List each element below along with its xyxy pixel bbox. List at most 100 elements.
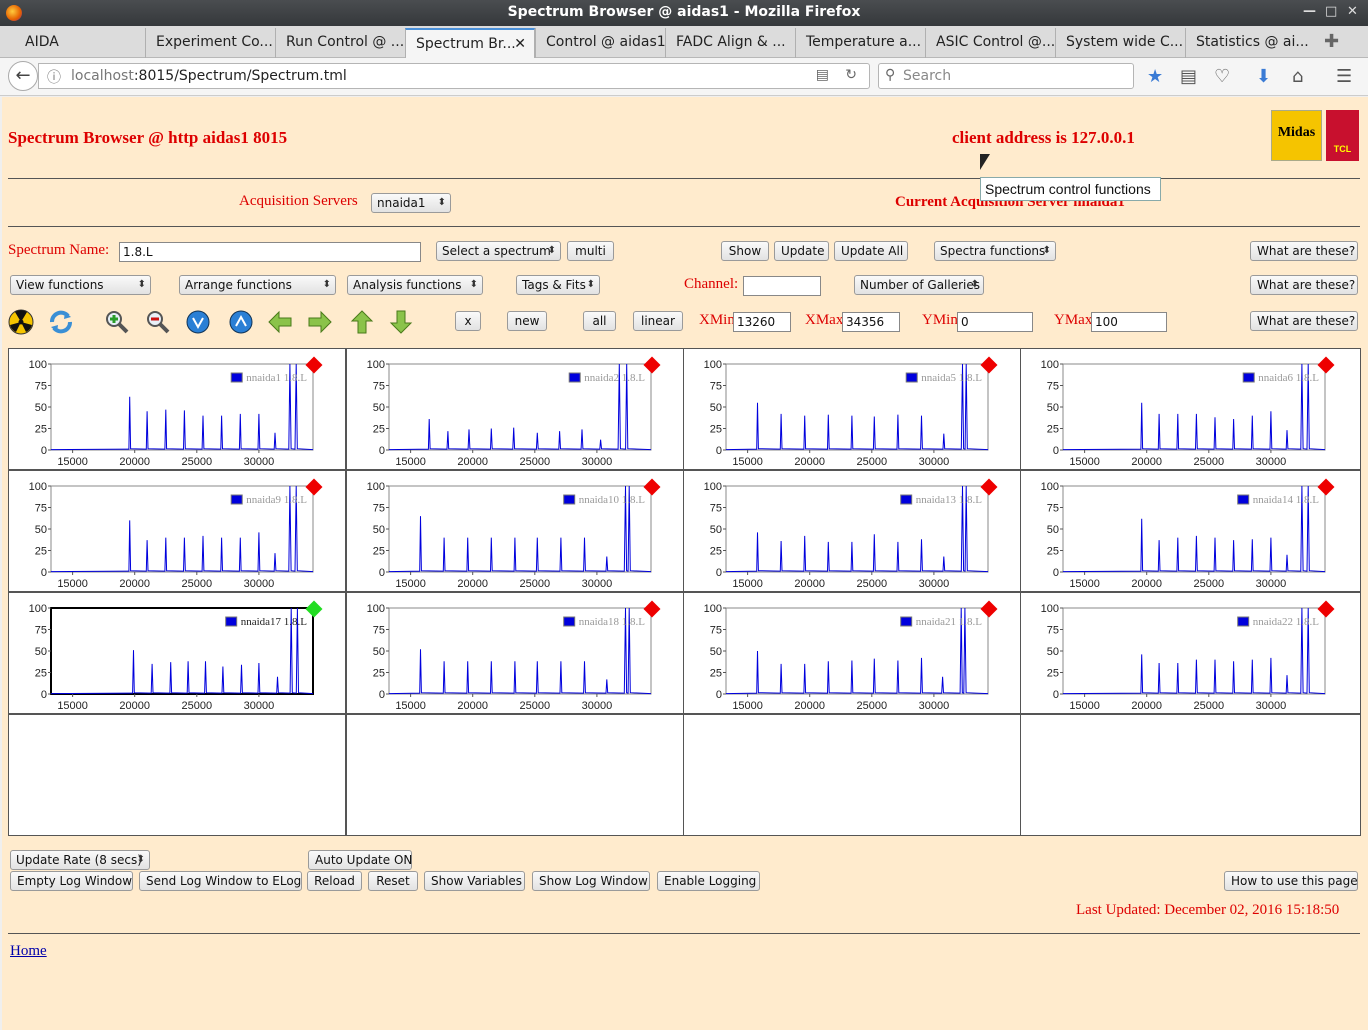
what-are-these-button-1[interactable]: What are these? <box>1250 241 1358 261</box>
ymax-input[interactable]: 100 <box>1091 312 1167 332</box>
arrange-functions-select[interactable]: Arrange functions <box>179 275 336 295</box>
spectrum-cell[interactable]: 0 25 50 75 100 15000 20000 25000 30000 nnaida17 1… <box>8 592 346 714</box>
maximize-icon[interactable]: □ <box>1325 4 1338 19</box>
arrow-right-icon[interactable] <box>307 309 333 335</box>
spectrum-cell[interactable]: 0 25 50 75 100 15000 20000 25000 30000 nnaida21 1… <box>683 592 1021 714</box>
refresh-icon[interactable] <box>48 309 74 335</box>
spectrum-chart[interactable]: 0 25 50 75 100 15000 20000 25000 30000 nnaida18 1… <box>347 593 687 715</box>
zoom-in-icon[interactable] <box>104 309 130 335</box>
x-button[interactable]: x <box>455 311 481 331</box>
send-log-elog-button[interactable]: Send Log Window to ELog <box>139 871 302 891</box>
spectrum-chart[interactable]: 0 25 50 75 100 15000 20000 25000 30000 nnaida6 1.… <box>1021 349 1361 471</box>
status-diamond-icon[interactable] <box>305 600 323 618</box>
tab-0[interactable]: AIDA <box>0 28 145 58</box>
close-window-icon[interactable]: ✕ <box>1347 4 1358 19</box>
acq-server-select[interactable]: nnaida1 <box>371 193 451 213</box>
spectrum-cell[interactable]: 0 25 50 75 100 15000 20000 25000 30000 nnaida14 1… <box>1020 470 1361 592</box>
arrow-up-icon[interactable] <box>349 309 375 335</box>
new-tab-icon[interactable]: ✚ <box>1324 31 1340 52</box>
update-button[interactable]: Update <box>774 241 829 261</box>
spectrum-chart[interactable]: 0 25 50 75 100 15000 20000 25000 30000 nnaida2 1.… <box>347 349 687 471</box>
linear-button[interactable]: linear <box>633 311 683 331</box>
how-to-use-button[interactable]: How to use this page <box>1224 871 1358 891</box>
reader-view-icon[interactable]: ▤ <box>815 67 829 83</box>
spectrum-chart[interactable]: 0 25 50 75 100 15000 20000 25000 30000 nnaida17 1… <box>9 593 349 715</box>
spectrum-cell[interactable] <box>1020 714 1361 836</box>
update-rate-select[interactable]: Update Rate (8 secs) <box>10 850 150 870</box>
arrow-left-icon[interactable] <box>267 309 293 335</box>
spectrum-chart[interactable]: 0 25 50 75 100 15000 20000 25000 30000 nnaida5 1.… <box>684 349 1024 471</box>
reload-button[interactable]: Reload <box>307 871 362 891</box>
spectrum-chart[interactable]: 0 25 50 75 100 15000 20000 25000 30000 nnaida14 1… <box>1021 471 1361 593</box>
spectrum-cell[interactable]: 0 25 50 75 100 15000 20000 25000 30000 nnaida10 1… <box>346 470 684 592</box>
select-spectrum-select[interactable]: Select a spectrum <box>436 241 561 261</box>
search-input[interactable]: ⚲ Search <box>878 63 1134 89</box>
channel-input[interactable] <box>743 276 821 296</box>
radiation-icon[interactable] <box>8 309 34 335</box>
new-button[interactable]: new <box>507 311 547 331</box>
close-tab-icon[interactable]: ✕ <box>514 36 526 52</box>
ymin-input[interactable]: 0 <box>957 312 1033 332</box>
tab-7[interactable]: ASIC Control @... <box>925 28 1055 58</box>
zoom-out-icon[interactable] <box>145 309 171 335</box>
spectrum-chart[interactable]: 0 25 50 75 100 15000 20000 25000 30000 nnaida10 1… <box>347 471 687 593</box>
tab-1[interactable]: Experiment Co... <box>145 28 275 58</box>
spectrum-cell[interactable]: 0 25 50 75 100 15000 20000 25000 30000 nnaida2 1.… <box>346 348 684 470</box>
spectrum-cell[interactable] <box>683 714 1021 836</box>
reset-button[interactable]: Reset <box>368 871 418 891</box>
auto-update-button[interactable]: Auto Update ON <box>308 850 412 870</box>
home-icon[interactable]: ⌂ <box>1292 66 1304 87</box>
tab-3[interactable]: Spectrum Br... ✕ <box>405 28 535 58</box>
tab-4[interactable]: Control @ aidas1 <box>535 28 665 58</box>
tab-2[interactable]: Run Control @ ... <box>275 28 405 58</box>
tags-fits-select[interactable]: Tags & Fits <box>516 275 600 295</box>
menu-icon[interactable]: ☰ <box>1336 66 1353 87</box>
bookmarks-list-icon[interactable]: ▤ <box>1180 66 1198 87</box>
show-log-window-button[interactable]: Show Log Window <box>532 871 650 891</box>
spectrum-chart[interactable]: 0 25 50 75 100 15000 20000 25000 30000 nnaida1 1.… <box>9 349 349 471</box>
spectrum-name-input[interactable]: 1.8.L <box>119 242 421 262</box>
status-diamond-icon[interactable] <box>643 478 661 496</box>
spectrum-chart[interactable]: 0 25 50 75 100 15000 20000 25000 30000 nnaida13 1… <box>684 471 1024 593</box>
scroll-down-icon[interactable] <box>185 309 211 335</box>
status-diamond-icon[interactable] <box>643 356 661 374</box>
multi-button[interactable]: multi <box>567 241 614 261</box>
update-all-button[interactable]: Update All <box>834 241 908 261</box>
tab-6[interactable]: Temperature a... <box>795 28 925 58</box>
analysis-functions-select[interactable]: Analysis functions <box>347 275 483 295</box>
arrow-down-icon[interactable] <box>388 309 414 335</box>
pocket-icon[interactable]: ♡ <box>1214 66 1231 87</box>
spectrum-cell[interactable]: 0 25 50 75 100 15000 20000 25000 30000 nnaida22 1… <box>1020 592 1361 714</box>
spectrum-cell[interactable]: 0 25 50 75 100 15000 20000 25000 30000 nnaida1 1.… <box>8 348 346 470</box>
spectrum-cell[interactable] <box>8 714 346 836</box>
number-of-galleries-select[interactable]: Number of Galleries <box>854 275 984 295</box>
what-are-these-button-2[interactable]: What are these? <box>1250 275 1358 295</box>
downloads-icon[interactable]: ⬇ <box>1256 66 1272 87</box>
back-icon[interactable]: ← <box>8 61 38 91</box>
scroll-up-icon[interactable] <box>228 309 254 335</box>
spectrum-cell[interactable]: 0 25 50 75 100 15000 20000 25000 30000 nnaida6 1.… <box>1020 348 1361 470</box>
xmin-input[interactable]: 13260 <box>733 312 791 332</box>
spectrum-cell[interactable]: 0 25 50 75 100 15000 20000 25000 30000 nnaida9 1.… <box>8 470 346 592</box>
view-functions-select[interactable]: View functions <box>10 275 151 295</box>
spectrum-chart[interactable]: 0 25 50 75 100 15000 20000 25000 30000 nnaida9 1.… <box>9 471 349 593</box>
xmax-input[interactable]: 34356 <box>842 312 900 332</box>
tab-8[interactable]: System wide C... <box>1055 28 1185 58</box>
reload-icon[interactable]: ↻ <box>845 67 857 83</box>
spectrum-cell[interactable]: 0 25 50 75 100 15000 20000 25000 30000 nnaida13 1… <box>683 470 1021 592</box>
show-button[interactable]: Show <box>721 241 769 261</box>
home-link[interactable]: Home <box>10 943 47 959</box>
status-diamond-icon[interactable] <box>980 478 998 496</box>
url-bar[interactable]: ⓘ localhost:8015/Spectrum/Spectrum.tml ▤… <box>38 63 870 89</box>
spectrum-cell[interactable] <box>346 714 684 836</box>
tab-5[interactable]: FADC Align & ... <box>665 28 795 58</box>
status-diamond-icon[interactable] <box>643 600 661 618</box>
status-diamond-icon[interactable] <box>980 356 998 374</box>
spectrum-cell[interactable]: 0 25 50 75 100 15000 20000 25000 30000 nnaida5 1.… <box>683 348 1021 470</box>
empty-log-button[interactable]: Empty Log Window <box>10 871 133 891</box>
minimize-icon[interactable]: — <box>1303 4 1316 19</box>
spectrum-chart[interactable]: 0 25 50 75 100 15000 20000 25000 30000 nnaida22 1… <box>1021 593 1361 715</box>
status-diamond-icon[interactable] <box>980 600 998 618</box>
spectrum-cell[interactable]: 0 25 50 75 100 15000 20000 25000 30000 nnaida18 1… <box>346 592 684 714</box>
spectra-functions-select[interactable]: Spectra functions <box>934 241 1056 261</box>
